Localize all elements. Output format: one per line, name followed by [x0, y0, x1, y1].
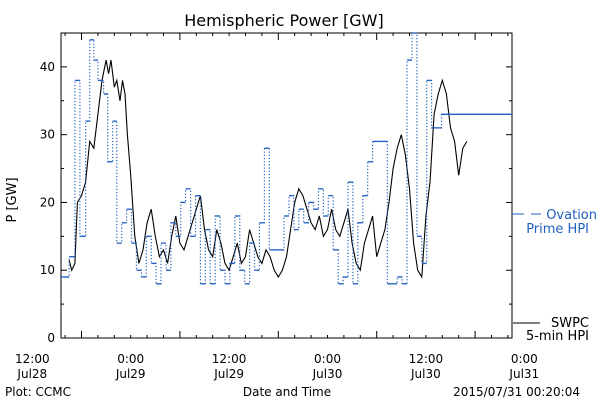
chart-title: Hemispheric Power [GW] [184, 11, 383, 30]
x-tick-date-label: Jul30 [312, 367, 343, 381]
x-tick-date-label: Jul31 [508, 367, 539, 381]
y-tick-label: 20 [40, 195, 55, 209]
x-tick-time-label: 12:00 [15, 352, 50, 366]
y-axis-ticks: 0 10 20 30 40 [40, 32, 512, 345]
series-ovation-prime-line [61, 32, 512, 285]
y-axis-label: P [GW] [5, 177, 20, 222]
y-tick-label: 30 [40, 128, 55, 142]
legend-swpc-label-2: 5-min HPI [526, 329, 589, 344]
x-tick-date-label: Jul30 [410, 367, 441, 381]
x-axis-ticks: 12:00Jul280:00Jul2912:00Jul290:00Jul3012… [15, 33, 539, 381]
x-tick-date-label: Jul28 [16, 367, 47, 381]
x-tick-time-label: 0:00 [511, 352, 538, 366]
footer-timestamp: 2015/07/31 00:20:04 [453, 385, 580, 399]
x-tick-time-label: 0:00 [117, 352, 144, 366]
y-tick-label: 40 [40, 60, 55, 74]
legend-ovation-label-2: Prime HPI [526, 222, 589, 237]
x-tick-date-label: Jul29 [115, 367, 146, 381]
x-axis-label: Date and Time [243, 385, 331, 399]
x-tick-time-label: 12:00 [212, 352, 247, 366]
legend-ovation-label-1: Ovation [546, 208, 597, 223]
x-tick-time-label: 0:00 [314, 352, 341, 366]
plot-frame [60, 32, 513, 339]
legend-swpc-label-1: SWPC [551, 316, 589, 331]
series-layer [61, 32, 512, 285]
x-tick-date-label: Jul29 [213, 367, 244, 381]
x-tick-time-label: 12:00 [409, 352, 444, 366]
y-tick-label: 0 [47, 331, 55, 345]
footer-plot-credit: Plot: CCMC [5, 385, 71, 399]
y-tick-label: 10 [40, 263, 55, 277]
series-swpc-line [68, 59, 468, 279]
